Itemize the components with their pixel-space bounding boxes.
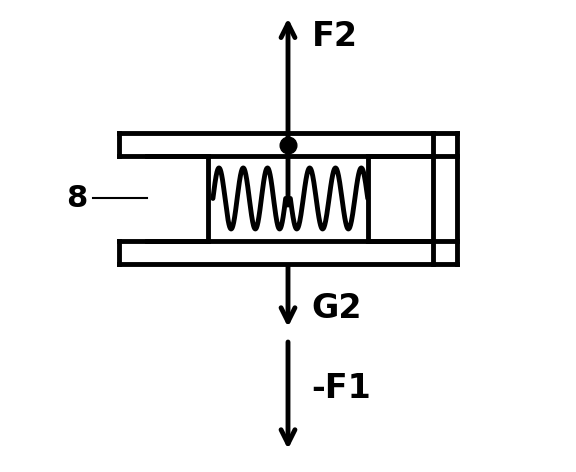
Text: G2: G2 <box>312 292 362 325</box>
Text: 8: 8 <box>66 184 88 213</box>
Text: F2: F2 <box>312 20 358 53</box>
Text: -F1: -F1 <box>312 372 371 405</box>
